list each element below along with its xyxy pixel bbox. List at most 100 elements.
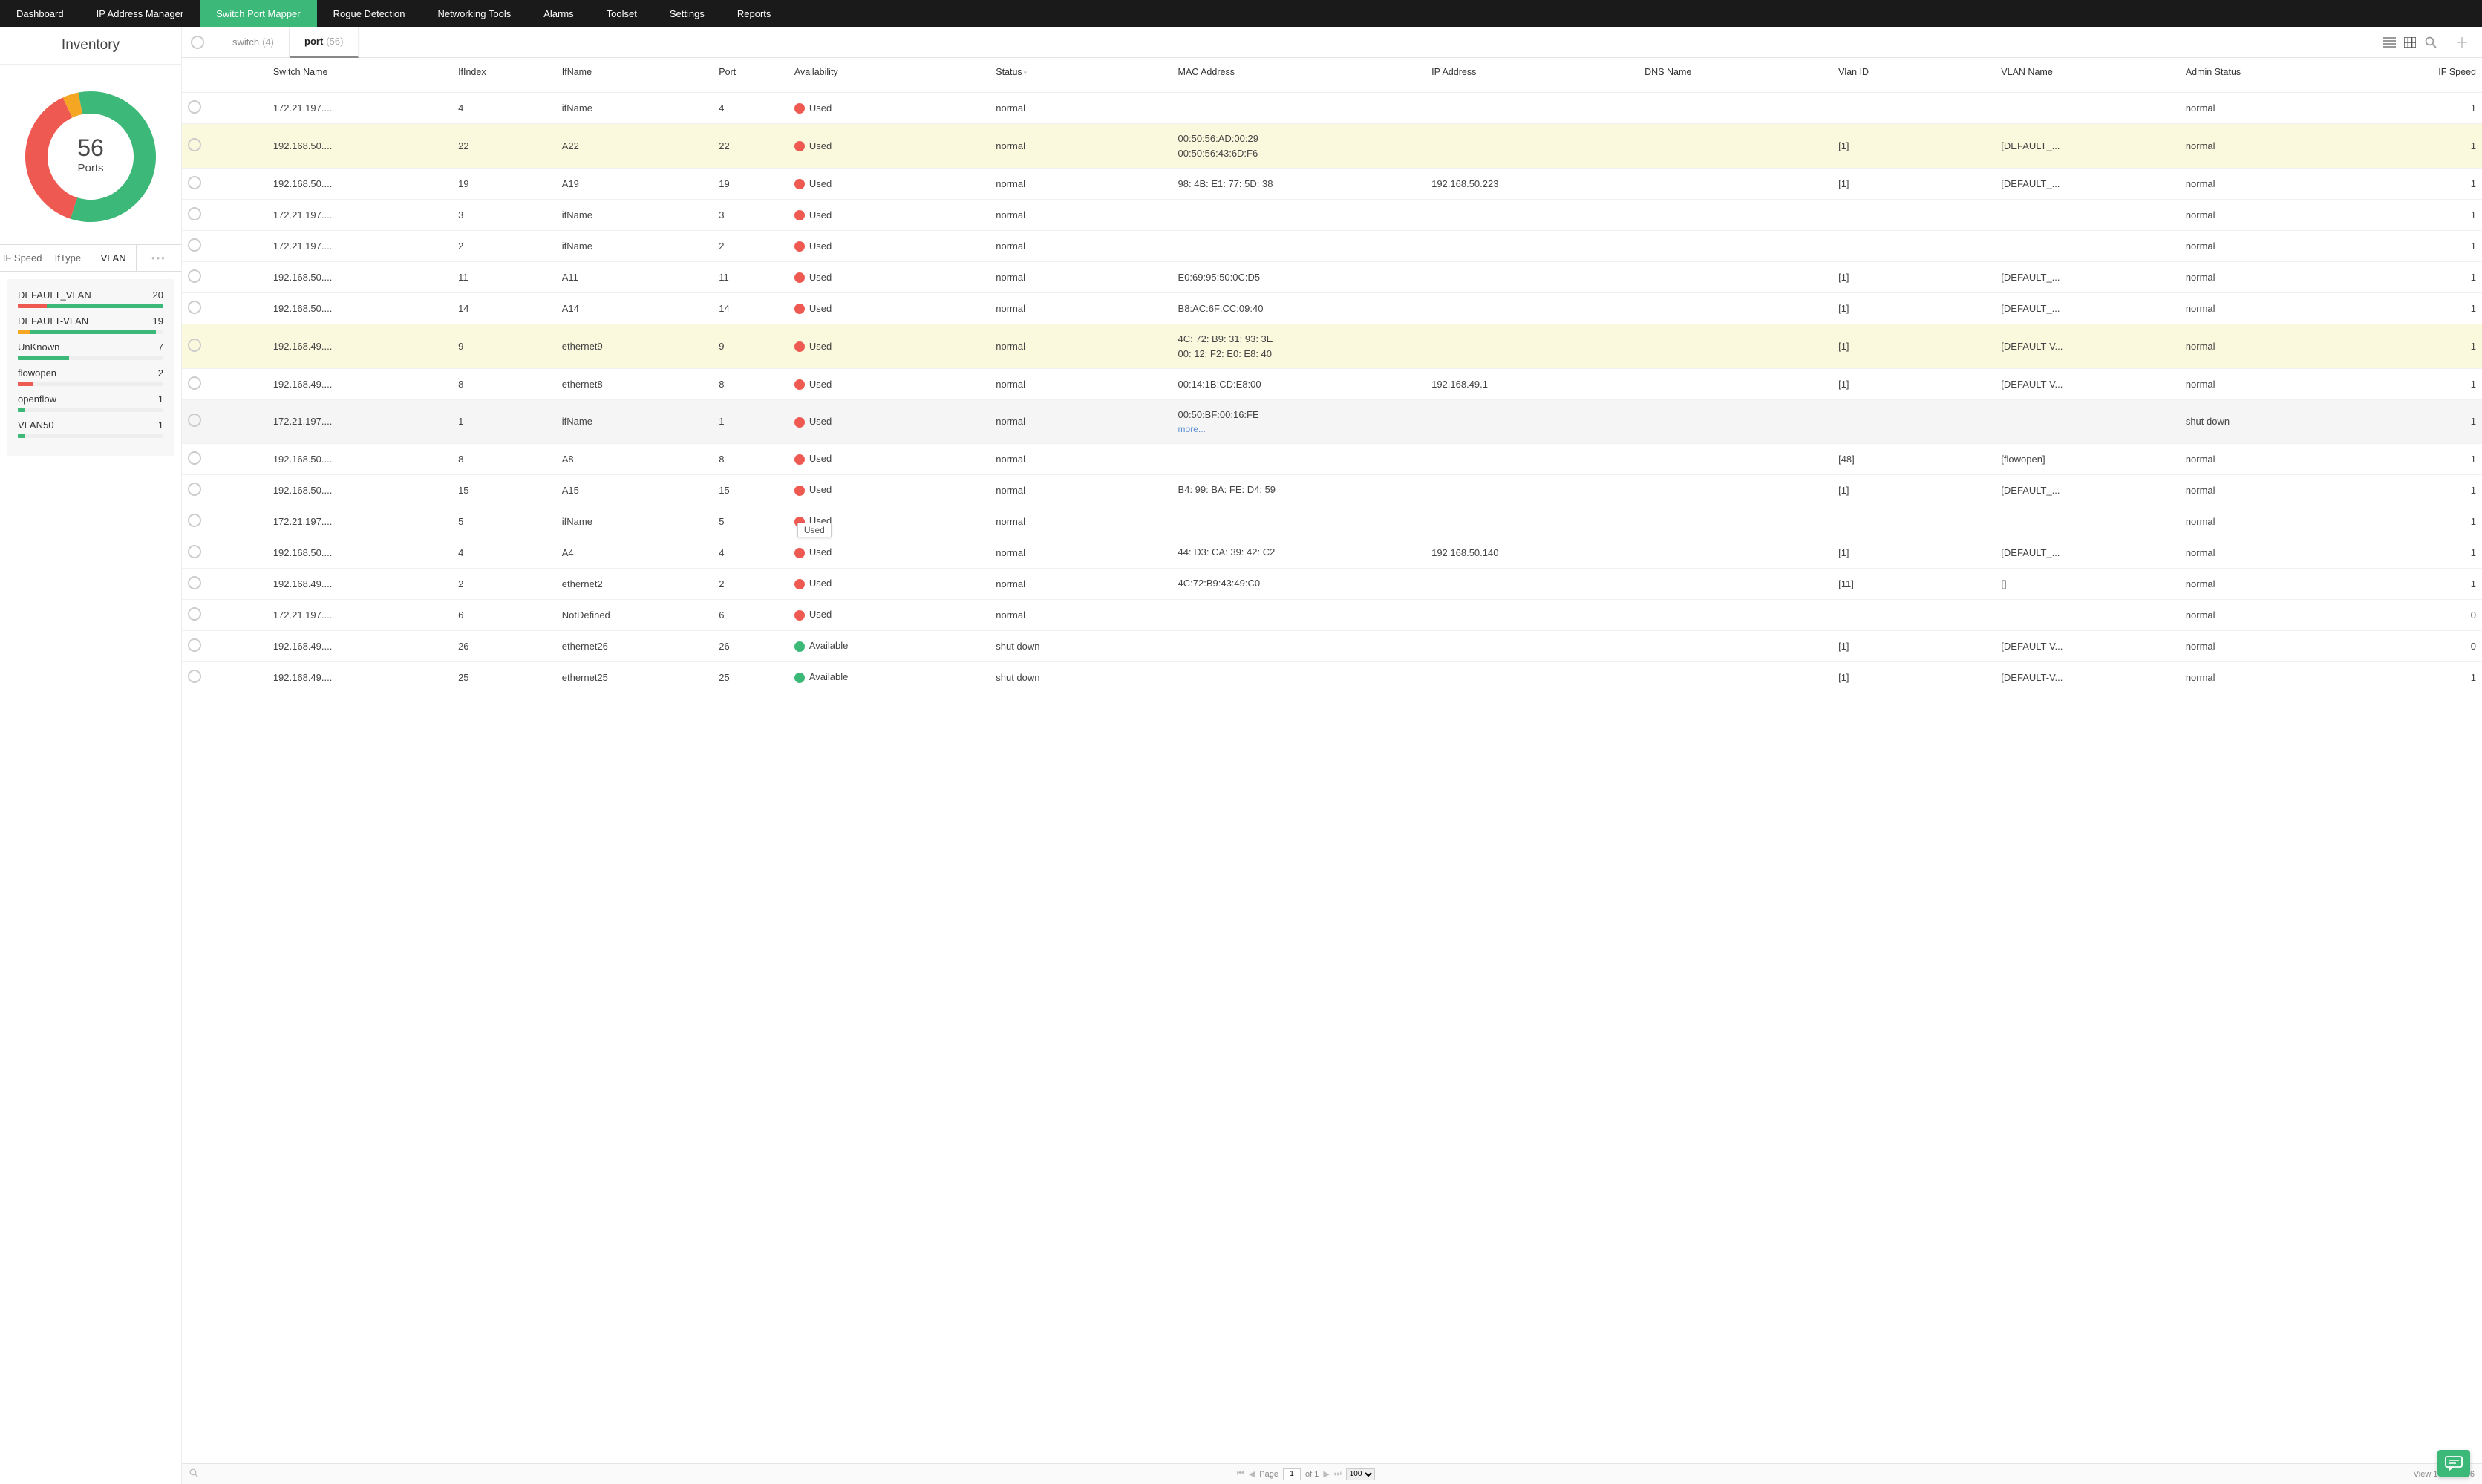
row-checkbox[interactable] [188,451,201,465]
col-dns-name[interactable]: DNS Name [1639,58,1832,93]
mac-more-link[interactable]: more... [1178,422,1420,436]
sidebar: Inventory 56 Ports IF SpeedIfTypeVLAN•••… [0,27,182,1484]
row-checkbox[interactable] [188,670,201,683]
row-checkbox[interactable] [188,414,201,427]
row-checkbox[interactable] [188,138,201,151]
content-tab-port[interactable]: port (56) [290,27,359,58]
pager-page-label: Page [1259,1470,1278,1479]
side-tab-iftype[interactable]: IfType [45,245,91,271]
table-row[interactable]: 192.168.50....19A1919Usednormal98: 4B: E… [182,169,2482,200]
row-checkbox[interactable] [188,576,201,589]
availability-label: Used [809,416,832,427]
col-availability[interactable]: Availability [788,58,990,93]
nav-ip-address-manager[interactable]: IP Address Manager [80,0,200,27]
table-row[interactable]: 172.21.197....1ifName1Usednormal00:50:BF… [182,400,2482,444]
search-icon[interactable] [2424,36,2437,49]
nav-settings[interactable]: Settings [653,0,721,27]
row-checkbox[interactable] [188,514,201,527]
row-checkbox[interactable] [188,238,201,252]
pager-prev[interactable]: ◀ [1249,1469,1255,1479]
table-row[interactable]: 172.21.197....5ifName5Usednormalnormal1 [182,506,2482,537]
col-switch-name[interactable]: Switch Name [267,58,452,93]
select-all-checkbox[interactable] [191,36,204,49]
nav-switch-port-mapper[interactable]: Switch Port Mapper [200,0,316,27]
table-row[interactable]: 192.168.49....9ethernet99Usednormal4C: 7… [182,324,2482,369]
row-checkbox[interactable] [188,607,201,621]
pager-first[interactable]: ⏮ [1237,1469,1244,1479]
nav-reports[interactable]: Reports [721,0,788,27]
row-checkbox[interactable] [188,207,201,220]
row-checkbox[interactable] [188,545,201,558]
table-row[interactable]: 192.168.50....4A44UsedUsednormal44: D3: … [182,537,2482,568]
row-checkbox[interactable] [188,339,201,352]
col-admin-status[interactable]: Admin Status [2180,58,2374,93]
availability-dot [794,341,805,352]
vlan-count: 19 [153,316,163,327]
col-vlan-id[interactable]: Vlan ID [1832,58,1995,93]
availability-label: Used [809,484,832,495]
row-checkbox[interactable] [188,100,201,114]
grid-view-icon[interactable] [2403,36,2417,49]
row-checkbox[interactable] [188,376,201,390]
side-tab-more[interactable]: ••• [137,245,181,271]
availability-dot [794,304,805,314]
vlan-name: DEFAULT-VLAN [18,316,88,327]
nav-alarms[interactable]: Alarms [527,0,590,27]
chat-button[interactable] [2437,1450,2470,1477]
table-row[interactable]: 192.168.50....15A1515UsednormalB4: 99: B… [182,474,2482,506]
pager-last[interactable]: ⏭ [1334,1469,1342,1479]
side-tab-if-speed[interactable]: IF Speed [0,245,45,271]
table-row[interactable]: 172.21.197....3ifName3Usednormalnormal1 [182,200,2482,231]
table-row[interactable]: 192.168.49....26ethernet2626Availableshu… [182,630,2482,661]
donut-chart: 56 Ports [0,65,181,244]
table-row[interactable]: 192.168.50....22A2222Usednormal00:50:56:… [182,124,2482,169]
vlan-item[interactable]: VLAN501 [18,419,163,438]
row-checkbox[interactable] [188,638,201,652]
vlan-count: 7 [158,341,163,353]
availability-dot [794,673,805,683]
nav-toolset[interactable]: Toolset [590,0,653,27]
col-ip-address[interactable]: IP Address [1425,58,1639,93]
vlan-item[interactable]: DEFAULT_VLAN20 [18,290,163,308]
content-tab-switch[interactable]: switch (4) [218,27,290,58]
pager-size-select[interactable]: 100 [1346,1468,1375,1480]
table-row[interactable]: 192.168.50....14A1414UsednormalB8:AC:6F:… [182,293,2482,324]
table-row[interactable]: 172.21.197....4ifName4Usednormalnormal1 [182,93,2482,124]
row-checkbox[interactable] [188,176,201,189]
table-row[interactable]: 172.21.197....2ifName2Usednormalnormal1 [182,231,2482,262]
nav-networking-tools[interactable]: Networking Tools [421,0,527,27]
table-row[interactable]: 192.168.49....25ethernet2525Availableshu… [182,661,2482,693]
vlan-item[interactable]: flowopen2 [18,367,163,386]
availability-dot [794,579,805,589]
availability-label: Used [809,609,832,620]
nav-dashboard[interactable]: Dashboard [0,0,80,27]
vlan-item[interactable]: UnKnown7 [18,341,163,360]
row-checkbox[interactable] [188,301,201,314]
table-row[interactable]: 192.168.49....2ethernet22Usednormal4C:72… [182,568,2482,599]
vlan-item[interactable]: DEFAULT-VLAN 19 [18,316,163,334]
table-row[interactable]: 172.21.197....6NotDefined6Usednormalnorm… [182,599,2482,630]
col-if-speed[interactable]: IF Speed [2374,58,2482,93]
add-icon[interactable] [2455,36,2469,49]
pager-search-icon[interactable] [189,1468,198,1480]
col-ifindex[interactable]: IfIndex [452,58,556,93]
availability-label: Used [809,578,832,589]
row-checkbox[interactable] [188,269,201,283]
row-checkbox[interactable] [188,483,201,496]
pager-page-input[interactable] [1283,1468,1301,1480]
table-row[interactable]: 192.168.50....8A88Usednormal[48][flowope… [182,443,2482,474]
table-scroll[interactable]: Switch NameIfIndexIfNamePortAvailability… [182,58,2482,1463]
col-mac-address[interactable]: MAC Address [1172,58,1426,93]
col-ifname[interactable]: IfName [556,58,713,93]
nav-rogue-detection[interactable]: Rogue Detection [317,0,422,27]
availability-label: Used [809,453,832,464]
vlan-item[interactable]: openflow1 [18,393,163,412]
table-row[interactable]: 192.168.49....8ethernet88Usednormal00:14… [182,369,2482,400]
list-view-icon[interactable] [2383,36,2396,49]
table-row[interactable]: 192.168.50....11A1111UsednormalE0:69:95:… [182,262,2482,293]
col-status[interactable]: Status▾ [990,58,1172,93]
col-vlan-name[interactable]: VLAN Name [1995,58,2180,93]
side-tab-vlan[interactable]: VLAN [91,245,137,271]
col-port[interactable]: Port [713,58,788,93]
pager-next[interactable]: ▶ [1323,1469,1329,1479]
